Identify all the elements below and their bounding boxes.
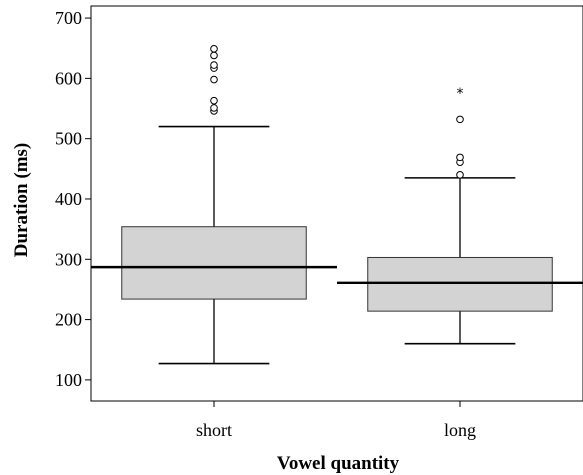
extreme-point: * bbox=[457, 86, 464, 102]
boxes-layer: * bbox=[91, 45, 583, 365]
iqr-box bbox=[121, 226, 307, 300]
y-tick-label: 700 bbox=[55, 8, 82, 28]
y-tick-label: 400 bbox=[55, 189, 82, 209]
y-tick-label: 500 bbox=[55, 129, 82, 149]
outlier-point bbox=[456, 115, 464, 124]
iqr-box bbox=[367, 256, 553, 312]
outlier-point bbox=[210, 45, 218, 53]
outlier-point bbox=[456, 171, 464, 179]
box-long: * bbox=[337, 86, 583, 345]
outlier-point bbox=[210, 104, 218, 112]
y-axis-title: Duration (ms) bbox=[11, 143, 32, 258]
y-tick-label: 200 bbox=[55, 310, 82, 330]
x-axis: short long bbox=[196, 401, 476, 440]
outlier-point bbox=[210, 51, 218, 60]
outlier-point bbox=[210, 61, 218, 69]
outlier-point bbox=[456, 153, 464, 162]
y-axis: 100 200 300 400 500 600 700 bbox=[55, 8, 91, 390]
y-tick-label: 600 bbox=[55, 68, 82, 88]
box-short bbox=[91, 45, 337, 365]
outlier-point bbox=[210, 75, 218, 84]
outlier-point bbox=[210, 96, 218, 105]
y-tick-label: 100 bbox=[55, 370, 82, 390]
x-axis-title: Vowel quantity bbox=[277, 453, 400, 474]
y-tick-label: 300 bbox=[55, 249, 82, 269]
plot-frame bbox=[90, 5, 583, 402]
x-tick-label: short bbox=[196, 420, 232, 440]
x-tick-label: long bbox=[444, 420, 476, 440]
plot-area bbox=[90, 5, 583, 402]
